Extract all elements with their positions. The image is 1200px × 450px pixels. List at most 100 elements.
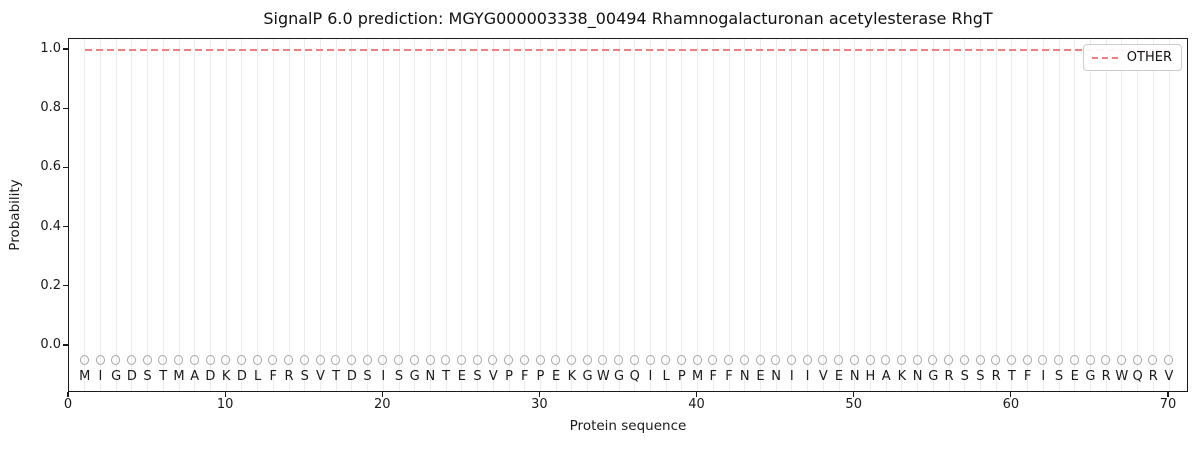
residue-marker-circle [849, 355, 859, 366]
other-probability-line [84, 49, 1169, 51]
residue-marker-circle [1038, 355, 1048, 366]
y-axis-label: Probability [7, 179, 23, 251]
residue-letter: T [159, 369, 168, 384]
gridline [712, 39, 714, 391]
residue-letter: G [1085, 369, 1096, 384]
residue-marker-circle [1054, 355, 1064, 366]
residue-marker-circle [504, 355, 514, 366]
gridline [838, 39, 840, 391]
y-tick-label: 0.4 [40, 218, 61, 234]
gridline [429, 39, 431, 391]
gridline [319, 39, 321, 391]
residue-marker-circle [739, 355, 749, 366]
gridline [555, 39, 557, 391]
dashed-line-icon [1091, 56, 1119, 59]
residue-marker-circle [488, 355, 498, 366]
x-tick [1167, 392, 1169, 397]
residue-letter: I [805, 369, 810, 384]
residue-marker-circle [1164, 355, 1174, 366]
gridline [822, 39, 824, 391]
gridline [539, 39, 541, 391]
residue-letter: V [1164, 369, 1174, 384]
gridline [649, 39, 651, 391]
residue-letter: V [315, 369, 325, 384]
residue-marker-circle [645, 355, 655, 366]
residue-marker-circle [535, 355, 545, 366]
residue-letter: E [457, 369, 466, 384]
residue-marker-circle [425, 355, 435, 366]
residue-marker-circle [724, 355, 734, 366]
x-tick-label: 20 [374, 397, 391, 412]
residue-letter: N [849, 369, 860, 384]
residue-marker-circle [834, 355, 844, 366]
residue-letter: S [394, 369, 404, 384]
residue-marker-circle [236, 355, 246, 366]
residue-letter: P [677, 369, 686, 384]
gridline [209, 39, 211, 391]
x-tick [538, 392, 541, 397]
residue-marker-circle [582, 355, 592, 366]
residue-marker-circle [912, 355, 922, 366]
residue-marker-circle [331, 355, 341, 366]
gridline [665, 39, 667, 391]
residue-letter: P [505, 369, 513, 384]
gridline [1042, 39, 1044, 391]
residue-letter: S [300, 369, 309, 384]
residue-marker-circle [519, 355, 529, 366]
gridline [477, 39, 479, 391]
residue-letter: F [520, 369, 529, 384]
residue-letter: I [98, 369, 103, 384]
gridline [854, 39, 856, 391]
residue-marker-circle [1069, 355, 1079, 366]
residue-marker-circle [1148, 355, 1158, 366]
residue-letter: V [488, 369, 498, 384]
gridline [367, 39, 369, 391]
residue-marker-circle [551, 355, 561, 366]
residue-marker-circle [975, 355, 985, 366]
gridline [995, 39, 997, 391]
gridline [948, 39, 950, 391]
x-tick [381, 392, 383, 397]
residue-letter: D [205, 369, 216, 384]
residue-marker-circle [394, 355, 404, 366]
x-tick-label: 70 [1159, 397, 1177, 412]
y-tick [63, 344, 68, 346]
x-tick-label: 50 [845, 397, 862, 412]
residue-marker-circle [614, 355, 624, 366]
residue-marker-circle [472, 355, 482, 366]
y-tick-label: 1.0 [40, 41, 61, 56]
residue-marker-circle [221, 355, 231, 366]
gridline [241, 39, 243, 391]
residue-letter: V [818, 369, 828, 384]
gridline [571, 39, 573, 391]
residue-marker-circle [456, 355, 466, 366]
gridline [178, 39, 180, 391]
gridline [1152, 39, 1154, 391]
residue-marker-circle [928, 355, 938, 366]
residue-letter: S [143, 369, 152, 384]
residue-letter: Q [1132, 369, 1143, 384]
residue-marker-circle [1085, 355, 1095, 366]
residue-letter: G [409, 369, 420, 384]
residue-letter: E [552, 369, 561, 384]
x-axis-label: Protein sequence [569, 418, 687, 434]
residue-letter: F [269, 369, 278, 384]
residue-marker-circle [409, 355, 419, 366]
y-tick-label: 0.8 [40, 100, 61, 116]
legend-label-other: OTHER [1126, 50, 1172, 65]
residue-letter: S [1054, 369, 1064, 384]
residue-marker-circle [1116, 355, 1126, 366]
gridline [382, 39, 384, 391]
residue-letter: T [332, 369, 341, 384]
gridline [634, 39, 636, 391]
residue-marker-circle [441, 355, 451, 366]
gridline [807, 39, 809, 391]
gridline [351, 39, 353, 391]
residue-marker-circle [629, 355, 639, 366]
gridline [1105, 39, 1107, 391]
y-tick [63, 166, 68, 168]
gridline [759, 39, 761, 391]
gridline [697, 39, 699, 391]
gridline [335, 39, 337, 391]
